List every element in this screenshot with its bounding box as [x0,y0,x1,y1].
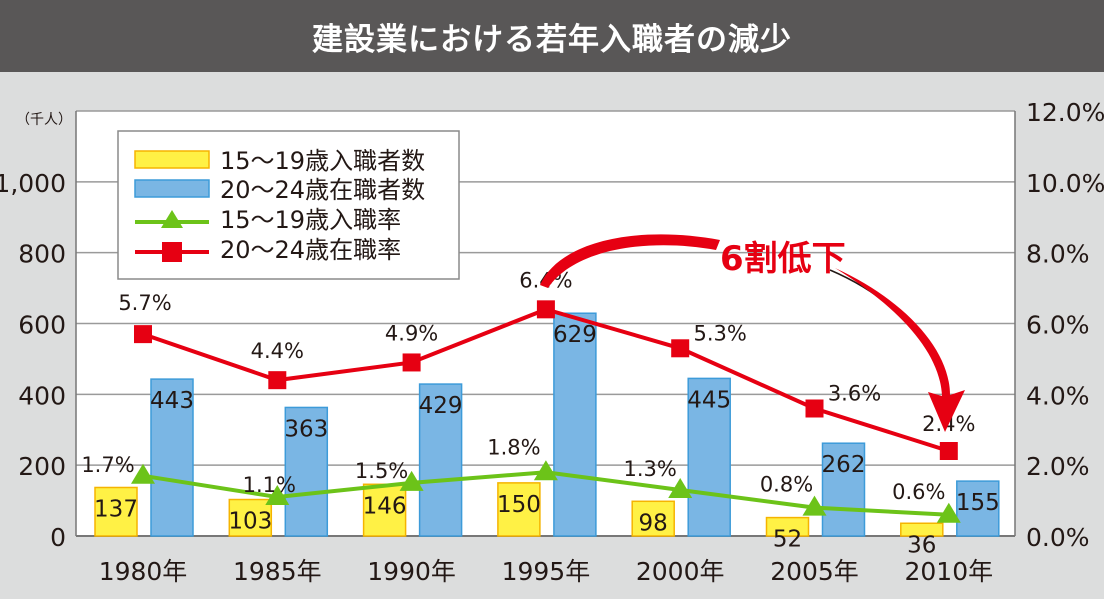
rate-label: 4.4% [251,339,304,363]
bar-employed [150,378,194,537]
bar-value-label: 363 [284,416,328,442]
bar-entrants [228,498,273,537]
square-marker [268,371,287,390]
y-left-unit-label: （千人） [16,112,72,128]
bar-value-label: 262 [822,452,866,478]
triangle-marker [668,477,693,498]
bar-employed [284,406,329,537]
y-left-tick-label: 400 [18,381,66,410]
bar-entrants [765,516,810,537]
bar-value-label: 443 [150,388,194,414]
bar-employed [553,312,597,537]
y-right-tick-label: 6.0% [1026,311,1090,340]
legend-triangle-icon [161,210,183,228]
y-left-tick-label: 200 [18,452,66,481]
triangle-marker [265,485,290,506]
rate-label: 1.8% [487,435,540,459]
y-left-tick-label: 1,000 [0,169,66,198]
y-left-tick-label: 0 [50,523,66,552]
bar-employed [821,442,866,537]
bar-entrants [94,486,138,537]
y-left-tick-label: 600 [18,311,66,340]
y-right-tick-label: 4.0% [1026,381,1090,410]
legend-label: 15〜19歳入職者数 [220,147,425,175]
y-right-tick-label: 10.0% [1026,169,1104,198]
bar-value-label: 429 [419,393,463,419]
x-tick-label: 1990年 [367,557,456,586]
x-tick-label: 2005年 [770,557,859,586]
bar-value-label: 137 [94,496,138,522]
rate-label: 1.7% [81,453,134,477]
bar-value-label: 445 [687,387,731,413]
legend-swatch [134,150,210,169]
rate-label: 1.5% [355,459,408,483]
bar-entrants [631,500,675,537]
triangle-marker [533,460,558,481]
y-right-tick-label: 12.0% [1026,98,1104,127]
legend-label: 20〜24歳在職率 [220,236,401,264]
curved-arrow-left [540,234,720,288]
square-marker [671,339,690,358]
chart-title: 建設業における若年入職者の減少 [0,0,1104,72]
rate-label: 5.3% [694,321,747,345]
y-left-tick-label: 800 [18,240,66,269]
triangle-marker [802,495,827,516]
bar-value-label: 52 [773,527,802,553]
bar-employed [418,383,463,537]
x-tick-label: 1985年 [233,557,322,586]
y-right-tick-label: 0.0% [1026,523,1090,552]
bar-value-label: 629 [553,322,597,348]
rate-label: 3.6% [828,382,881,406]
square-marker [939,442,958,460]
curved-arrow-right [835,268,965,432]
x-tick-label: 2000年 [636,557,725,586]
bar-employed [687,377,731,537]
y-right-tick-label: 8.0% [1026,240,1090,269]
triangle-marker [936,502,961,523]
legend-label: 15〜19歳入職率 [220,206,401,234]
y-right-tick-label: 2.0% [1026,452,1090,481]
x-tick-label: 1980年 [99,557,188,586]
triangle-marker [399,470,424,491]
bar-entrants [900,522,944,537]
square-marker [402,353,421,372]
bar-employed [956,480,1000,537]
bar-value-label: 146 [363,493,407,519]
legend-swatch [134,179,210,198]
rate-label: 4.9% [385,321,438,345]
rate-label: 1.1% [243,473,296,497]
legend-square-icon [162,242,182,262]
rate-label: 5.7% [118,291,171,315]
bar-value-label: 103 [228,509,272,535]
x-tick-label: 1995年 [502,557,591,586]
square-marker [805,399,824,418]
legend-label: 20〜24歳在職者数 [220,176,425,204]
bar-value-label: 155 [956,490,1000,516]
square-marker [536,300,555,319]
x-tick-label: 2010年 [904,557,993,586]
bar-value-label: 150 [497,492,541,518]
rate-label: 0.8% [760,473,813,497]
square-marker [134,325,152,344]
triangle-marker [131,463,155,484]
bar-value-label: 36 [907,532,936,558]
bar-entrants [497,482,541,537]
rate-label: 1.3% [624,457,677,481]
annotation-label: 6割低下 [720,239,846,279]
bar-value-label: 98 [639,510,668,536]
rate-label: 0.6% [892,480,945,504]
